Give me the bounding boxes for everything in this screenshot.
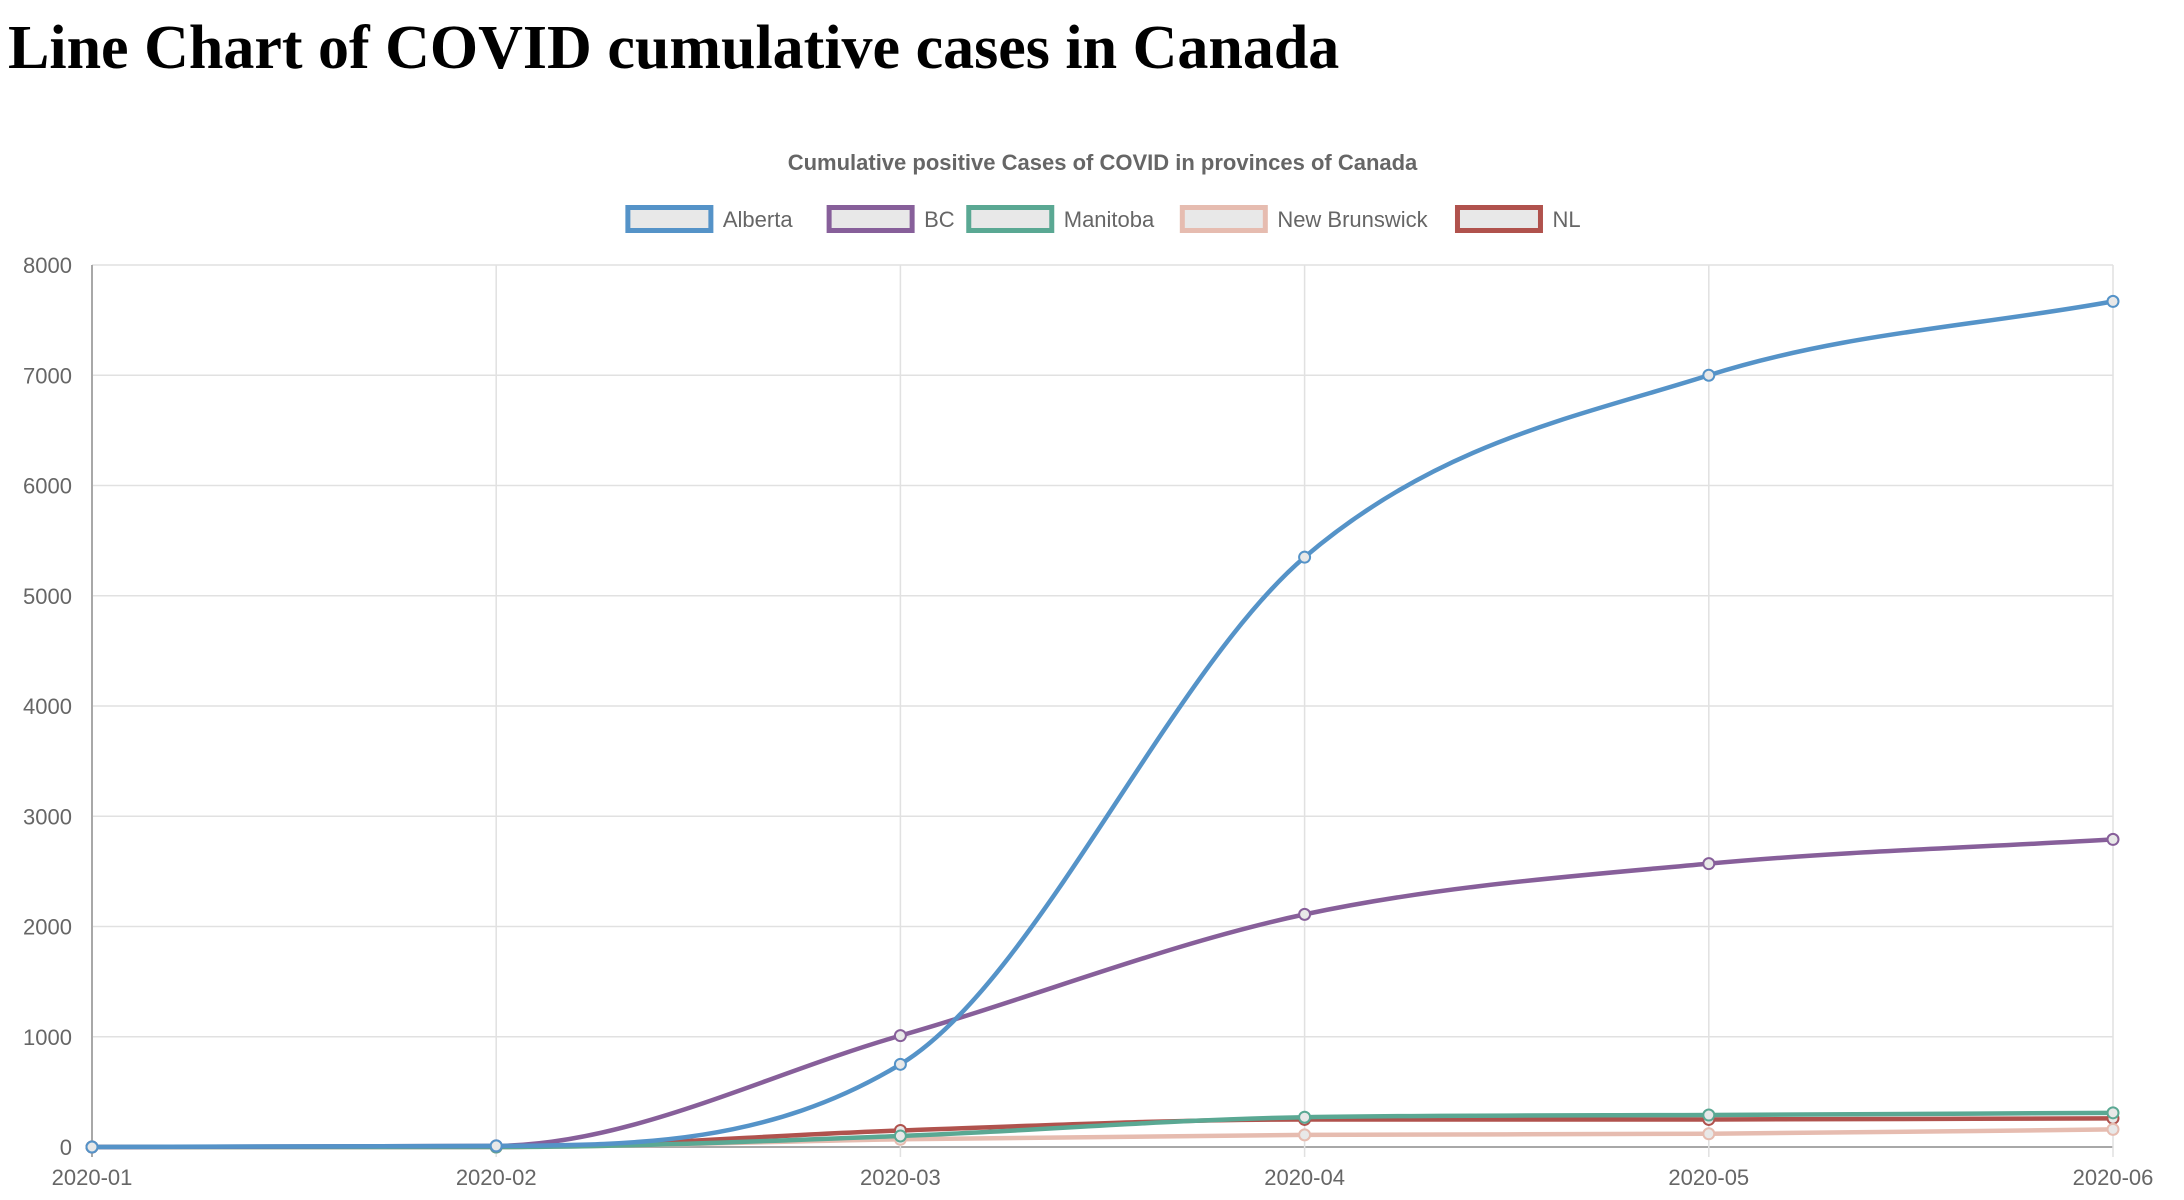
chart-container: Cumulative positive Cases of COVID in pr…: [0, 130, 2184, 1200]
legend-swatch: [1179, 205, 1268, 233]
y-tick-label: 5000: [23, 584, 72, 609]
x-axis: 2020-01 2020-02 2020-03 2020-04 2020-05 2020-…: [52, 1165, 2154, 1190]
x-tick-label: 2020-04: [1264, 1165, 1345, 1190]
data-point-manitoba-2020-06[interactable]: [2106, 1106, 2120, 1120]
y-tick-label: 4000: [23, 694, 72, 719]
x-tick-label: 2020-05: [1668, 1165, 1749, 1190]
y-axis: 0 1000 2000 3000 4000 5000 6000 7000 8000: [23, 253, 72, 1160]
legend-item-3[interactable]: New Brunswick: [1179, 205, 1429, 233]
legend-label: Alberta: [723, 207, 793, 232]
data-point-bc-2020-04[interactable]: [1298, 907, 1312, 921]
legend-label: NL: [1552, 207, 1580, 232]
data-point-bc-2020-03[interactable]: [893, 1029, 907, 1043]
y-tick-label: 7000: [23, 363, 72, 388]
legend-label: New Brunswick: [1277, 207, 1428, 232]
legend-swatch: [826, 205, 915, 233]
x-tick-label: 2020-06: [2073, 1165, 2154, 1190]
y-tick-label: 8000: [23, 253, 72, 278]
series-alberta: [85, 294, 2120, 1154]
chart-legend: Alberta BC Manitoba New Brunswick NL: [625, 205, 1581, 233]
legend-swatch: [625, 205, 714, 233]
page-title: Line Chart of COVID cumulative cases in …: [8, 14, 1340, 82]
data-point-alberta-2020-04[interactable]: [1298, 550, 1312, 564]
data-point-new-brunswick-2020-04[interactable]: [1298, 1128, 1312, 1142]
data-point-alberta-2020-03[interactable]: [893, 1057, 907, 1071]
data-point-alberta-2020-02[interactable]: [489, 1139, 503, 1153]
data-point-alberta-2020-01[interactable]: [85, 1140, 99, 1154]
x-tick-label: 2020-02: [456, 1165, 537, 1190]
x-tick-label: 2020-01: [52, 1165, 133, 1190]
y-tick-label: 1000: [23, 1025, 72, 1050]
legend-item-2[interactable]: Manitoba: [966, 205, 1155, 233]
legend-label: Manitoba: [1064, 207, 1155, 232]
legend-item-1[interactable]: BC: [826, 205, 955, 233]
series-line-bc: [89, 837, 2116, 1150]
data-point-new-brunswick-2020-05[interactable]: [1702, 1127, 1716, 1141]
legend-swatch: [966, 205, 1055, 233]
line-chart: Cumulative positive Cases of COVID in pr…: [23, 150, 2154, 1190]
data-point-new-brunswick-2020-06[interactable]: [2106, 1122, 2120, 1136]
y-tick-label: 3000: [23, 804, 72, 829]
legend-swatch: [1454, 205, 1543, 233]
y-tick-label: 6000: [23, 474, 72, 499]
series-layer: [85, 294, 2120, 1154]
legend-label: BC: [924, 207, 955, 232]
series-line-alberta: [89, 299, 2116, 1150]
data-point-bc-2020-06[interactable]: [2106, 832, 2120, 846]
legend-item-4[interactable]: NL: [1454, 205, 1581, 233]
series-bc: [85, 832, 2120, 1154]
y-tick-label: 0: [60, 1135, 72, 1160]
data-point-alberta-2020-05[interactable]: [1702, 368, 1716, 382]
chart-title: Cumulative positive Cases of COVID in pr…: [788, 150, 1418, 175]
data-point-manitoba-2020-03[interactable]: [893, 1129, 907, 1143]
data-point-manitoba-2020-05[interactable]: [1702, 1108, 1716, 1122]
y-tick-label: 2000: [23, 915, 72, 940]
legend-item-0[interactable]: Alberta: [625, 205, 793, 233]
chart-grid: [91, 264, 2114, 1157]
data-point-manitoba-2020-04[interactable]: [1298, 1110, 1312, 1124]
data-point-bc-2020-05[interactable]: [1702, 857, 1716, 871]
x-tick-label: 2020-03: [860, 1165, 941, 1190]
data-point-alberta-2020-06[interactable]: [2106, 294, 2120, 308]
